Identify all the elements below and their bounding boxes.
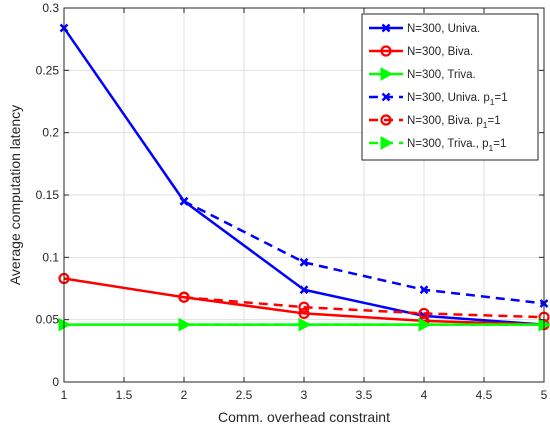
y-tick-label: 0.2 bbox=[42, 126, 59, 140]
legend-label: N=300, Triva. bbox=[407, 69, 476, 81]
data-point-circle-marker bbox=[178, 291, 190, 303]
x-tick-label: 1.5 bbox=[116, 388, 133, 402]
x-tick-label: 2 bbox=[181, 388, 188, 402]
x-tick-label: 3 bbox=[301, 388, 308, 402]
data-point-circle-marker bbox=[380, 114, 392, 126]
data-point-circle-marker bbox=[298, 301, 310, 313]
y-axis-label: Average computation latency bbox=[7, 105, 23, 285]
legend-entry: N=300, Biva. bbox=[369, 45, 473, 58]
x-tick-label: 2.5 bbox=[236, 388, 253, 402]
y-tick-label: 0.15 bbox=[36, 188, 60, 202]
legend-box bbox=[361, 13, 539, 161]
data-point-triangle-marker bbox=[380, 67, 394, 81]
legend-label: N=300, Univa. bbox=[407, 23, 480, 35]
series-line bbox=[63, 277, 545, 326]
y-tick-label: 0.25 bbox=[36, 63, 60, 77]
y-tick-label: 0.1 bbox=[42, 250, 59, 264]
data-point-x-marker bbox=[381, 92, 391, 102]
ticks: 1 1.5 2 2.5 3 3.5 4 4.5 5 0 0.05 0.1 0.15 0.2 0.25 0.3 bbox=[36, 1, 548, 402]
y-tick-label: 0.3 bbox=[42, 1, 59, 15]
data-point-x-marker bbox=[299, 285, 309, 295]
legend: N=300, Univa. N=300, Biva. N=300, Triva. N=… bbox=[361, 13, 539, 161]
x-tick-label: 5 bbox=[541, 388, 548, 402]
data-point-circle-marker bbox=[298, 307, 310, 320]
data-point-x-marker bbox=[179, 196, 189, 206]
legend-entry: N=300, Biva. p1=1 bbox=[369, 114, 501, 130]
data-point-triangle-marker bbox=[418, 317, 432, 332]
x-tick-label: 1 bbox=[61, 388, 68, 402]
legend-label: N=300, Triva., p1=1 bbox=[407, 138, 506, 153]
series-line bbox=[183, 295, 545, 319]
data-point-x-marker bbox=[381, 23, 391, 33]
legend-entry: N=300, Univa. p1=1 bbox=[369, 92, 508, 107]
legend-entry: N=300, Triva. bbox=[369, 67, 476, 81]
x-tick-label: 3.5 bbox=[356, 388, 373, 402]
data-point-circle-marker bbox=[380, 45, 392, 57]
series-line bbox=[183, 200, 545, 305]
data-point-circle-marker bbox=[418, 307, 430, 320]
data-point-triangle-marker bbox=[380, 136, 394, 150]
data-point-triangle-marker bbox=[178, 317, 192, 332]
x-tick-label: 4 bbox=[421, 388, 428, 402]
x-tick-label: 4.5 bbox=[476, 388, 493, 402]
x-axis-label: Comm. overhead constraint bbox=[218, 409, 390, 425]
legend-entry: N=300, Triva., p1=1 bbox=[369, 136, 506, 153]
y-tick-label: 0.05 bbox=[36, 313, 60, 327]
data-point-triangle-marker bbox=[298, 317, 312, 332]
legend-label: N=300, Biva. p1=1 bbox=[407, 115, 501, 130]
data-point-x-marker bbox=[419, 285, 429, 295]
legend-entry: N=300, Univa. bbox=[369, 23, 480, 35]
data-point-x-marker bbox=[299, 257, 309, 267]
y-tick-label: 0 bbox=[52, 375, 59, 389]
series-layer bbox=[58, 23, 550, 332]
legend-label: N=300, Biva. bbox=[407, 46, 473, 58]
legend-label: N=300, Univa. p1=1 bbox=[407, 92, 508, 107]
